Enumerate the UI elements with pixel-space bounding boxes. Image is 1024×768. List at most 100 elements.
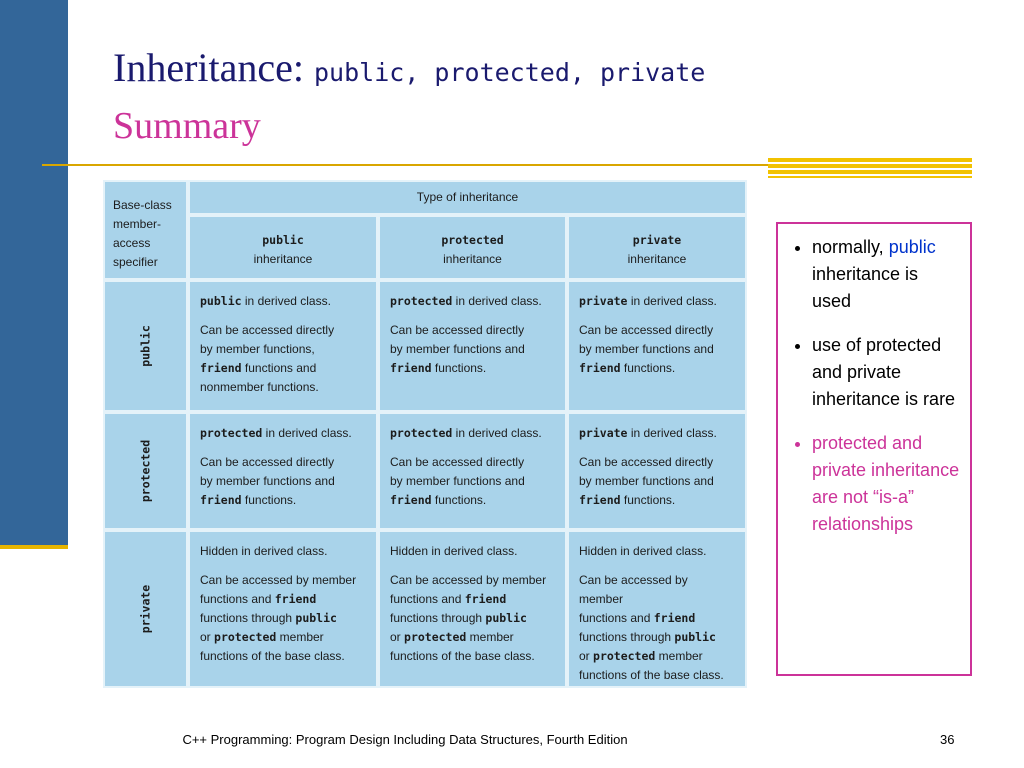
paragraph: public in derived class. [200, 292, 366, 311]
paragraph: Can be accessed directly by member functi… [579, 321, 735, 378]
code: private [579, 426, 628, 440]
line: friend functions. [390, 491, 555, 510]
text: functions and [244, 361, 317, 375]
code: private [579, 294, 628, 308]
text: by member functions, [200, 342, 315, 356]
text: Can be accessed directly [579, 323, 714, 337]
paragraph: Can be accessed directly by member functi… [579, 453, 735, 510]
paragraph: Hidden in derived class. [579, 542, 735, 561]
text: Can be accessed by member [200, 573, 357, 587]
line: friend functions and [200, 359, 366, 378]
text: in derived class. [265, 426, 352, 440]
row-label: public [138, 325, 152, 367]
line: friend functions. [390, 359, 555, 378]
body-cell: protected in derived class. Can be access… [190, 414, 376, 528]
code: protected [200, 426, 263, 440]
line: Can be accessed directly [390, 321, 555, 340]
line: functions and friend [390, 590, 555, 609]
line: private in derived class. [579, 424, 735, 443]
text: or [200, 630, 211, 644]
text: Can be accessed by member [579, 573, 688, 606]
code: friend [464, 592, 507, 606]
code: friend [200, 493, 242, 507]
paragraph: Can be accessed by member functions and f… [390, 571, 555, 666]
line: friend functions. [200, 491, 366, 510]
code: friend [390, 493, 432, 507]
body-cell: protected in derived class. Can be access… [380, 414, 565, 528]
title-rule [42, 164, 972, 166]
line: functions through public [390, 609, 555, 628]
code: protected [214, 630, 277, 644]
row-label: private [138, 584, 152, 634]
paragraph: private in derived class. [579, 424, 735, 443]
text: functions through [200, 611, 293, 625]
text: nonmember functions. [200, 380, 319, 394]
line: protected in derived class. [390, 292, 555, 311]
corner-cell: Base-class member-access specifier [105, 182, 186, 278]
text: or [579, 649, 590, 663]
side-bar-accent [0, 545, 68, 549]
line: Can be accessed directly [200, 321, 366, 340]
side-bar [0, 0, 68, 545]
code: friend [200, 361, 242, 375]
corner-line: member- [113, 217, 162, 231]
line: functions and friend [579, 609, 735, 628]
code: friend [579, 493, 621, 507]
code: public [200, 294, 242, 308]
line: functions of the base class. [579, 666, 735, 685]
paragraph: private in derived class. [579, 292, 735, 311]
table: Base-class member-access specifier Type of … [103, 180, 747, 688]
line: or protected member [579, 647, 735, 666]
code: friend [579, 361, 621, 375]
column-code: protected [441, 233, 504, 247]
body-cell: Hidden in derived class. Can be accessed … [569, 532, 745, 686]
line: Can be accessed directly [200, 453, 366, 472]
code: public [295, 611, 337, 625]
line: private in derived class. [579, 292, 735, 311]
text: member [658, 649, 703, 663]
text: functions. [434, 361, 487, 375]
body-cell: Hidden in derived class. Can be accessed … [190, 532, 376, 686]
text: functions through [390, 611, 483, 625]
text: Can be accessed directly [390, 455, 525, 469]
bullet-list: normally, public inheritance is used use … [788, 234, 962, 538]
text: Can be accessed directly [200, 323, 335, 337]
code: protected [404, 630, 467, 644]
code: friend [390, 361, 432, 375]
text: functions and [390, 592, 462, 606]
line: Can be accessed by member [390, 571, 555, 590]
corner-line: Base-class [113, 198, 172, 212]
column-header: private inheritance [569, 217, 745, 278]
line: functions through public [200, 609, 366, 628]
text: in derived class. [630, 426, 717, 440]
line: functions and friend [200, 590, 366, 609]
code: friend [653, 611, 696, 625]
line: Hidden in derived class. [390, 542, 555, 561]
text: functions and [579, 611, 651, 625]
line: functions of the base class. [200, 647, 366, 666]
text: Hidden in derived class. [579, 544, 707, 558]
paragraph: Can be accessed by member functions and f… [200, 571, 366, 666]
code: protected [390, 294, 453, 308]
row-header: private [105, 532, 186, 686]
paragraph: protected in derived class. [200, 424, 366, 443]
highlight: public [888, 237, 936, 257]
text: in derived class. [455, 294, 542, 308]
column-label: inheritance [443, 252, 502, 266]
column-label: inheritance [627, 252, 687, 266]
text: member [469, 630, 514, 644]
bullet: normally, public inheritance is used [812, 234, 962, 315]
text: functions. [434, 493, 487, 507]
line: functions of the base class. [390, 647, 555, 666]
line: public in derived class. [200, 292, 366, 311]
code: friend [274, 592, 317, 606]
line: or protected member [390, 628, 555, 647]
page-number: 36 [940, 732, 955, 747]
text: functions. [623, 493, 676, 507]
line: or protected member [200, 628, 366, 647]
code: public [674, 630, 716, 644]
body-cell: Hidden in derived class. Can be accessed … [380, 532, 565, 686]
paragraph: Can be accessed directly by member functi… [390, 453, 555, 510]
paragraph: Can be accessed directly by member functi… [200, 453, 366, 510]
